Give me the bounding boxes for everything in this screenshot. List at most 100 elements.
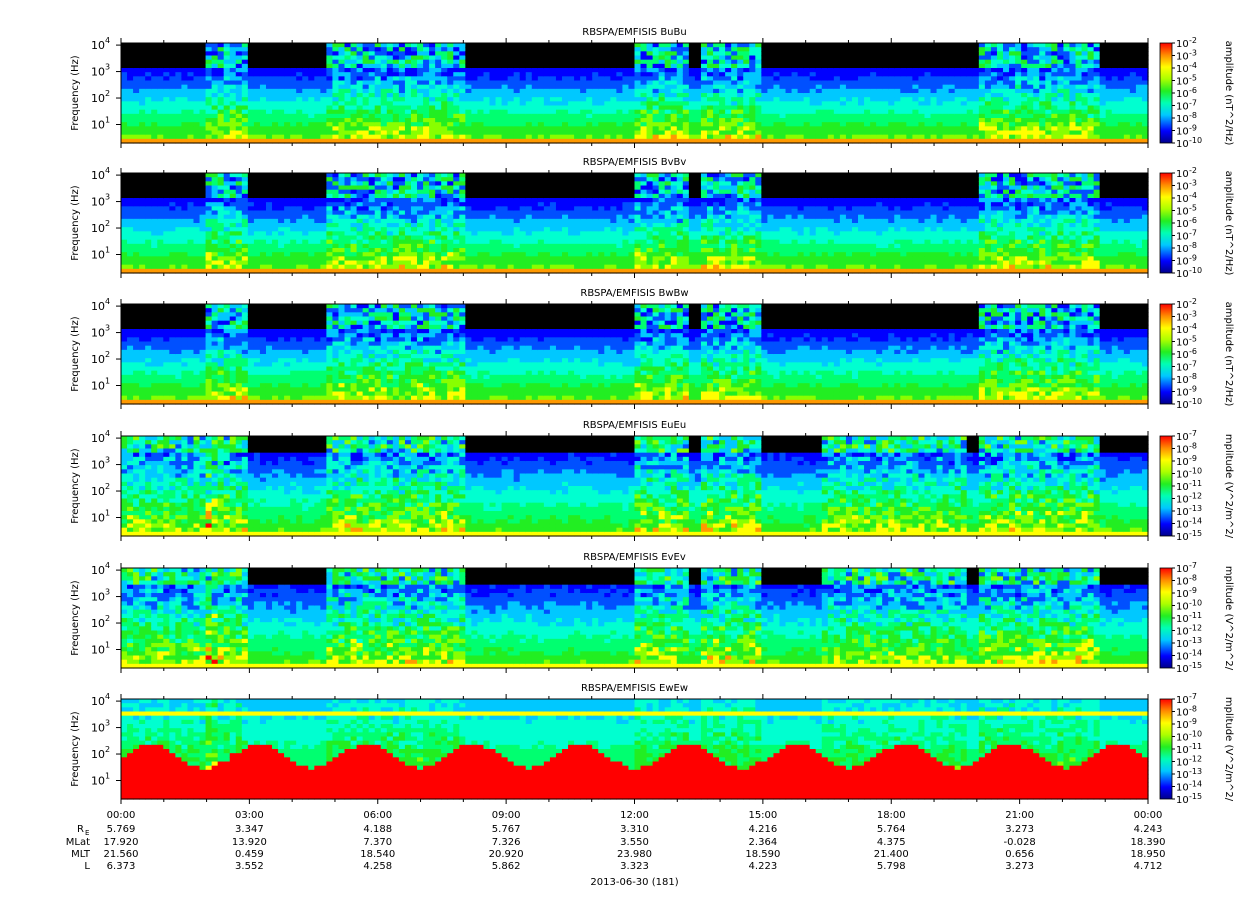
ephemeris-value: 18.590 — [745, 849, 780, 860]
ephemeris-value: 4.223 — [749, 861, 778, 872]
spectrogram-image — [121, 436, 1149, 537]
ephemeris-value: 21.400 — [874, 849, 909, 860]
colorbar-tick-label: 10 — [1176, 639, 1189, 650]
y-tick-label: 10 — [91, 432, 105, 445]
ephemeris-value: 3.550 — [620, 837, 649, 848]
ephemeris-value: 18.390 — [1131, 837, 1166, 848]
x-tick-label: 15:00 — [748, 810, 777, 821]
ephemeris-value: 5.862 — [492, 861, 521, 872]
colorbar-tick-exponent: -11 — [1189, 742, 1202, 751]
y-tick-exponent: 2 — [105, 745, 110, 754]
colorbar-tick-label: 10 — [1176, 219, 1189, 230]
colorbar-tick-label: 10 — [1176, 445, 1189, 456]
y-tick-label: 10 — [91, 695, 105, 708]
x-tick-label: 00:00 — [107, 810, 136, 821]
x-tick-label: 12:00 — [620, 810, 649, 821]
colorbar-label: mplitude (V^2/m^2/ — [1223, 697, 1234, 802]
y-tick-label: 10 — [91, 485, 105, 498]
y-tick-exponent: 4 — [105, 36, 110, 45]
y-tick-label: 10 — [91, 66, 105, 79]
colorbar-tick-label: 10 — [1176, 64, 1189, 75]
colorbar-tick-label: 10 — [1176, 300, 1189, 311]
colorbar-tick-exponent: -15 — [1189, 792, 1202, 801]
colorbar-tick-exponent: -8 — [1189, 574, 1197, 583]
colorbar-tick-label: 10 — [1176, 733, 1189, 744]
colorbar-tick-exponent: -2 — [1189, 36, 1197, 45]
colorbar-tick-exponent: -5 — [1189, 74, 1197, 83]
colorbar-tick-label: 10 — [1176, 457, 1189, 468]
colorbar-tick-exponent: -12 — [1189, 755, 1202, 764]
y-tick-label: 10 — [91, 722, 105, 735]
colorbar-tick-exponent: -9 — [1189, 454, 1197, 463]
colorbar-tick-label: 10 — [1176, 602, 1189, 613]
y-tick-exponent: 1 — [105, 640, 110, 649]
colorbar-tick-label: 10 — [1176, 627, 1189, 638]
ephemeris-value: 3.273 — [1005, 824, 1034, 835]
ephemeris-value: 3.552 — [235, 861, 264, 872]
date-label: 2013-06-30 (181) — [590, 877, 678, 888]
colorbar-tick-label: 10 — [1176, 708, 1189, 719]
colorbar-tick-label: 10 — [1176, 758, 1189, 769]
y-tick-exponent: 3 — [105, 719, 110, 728]
colorbar-tick-exponent: -9 — [1189, 124, 1197, 133]
y-tick-exponent: 3 — [105, 456, 110, 465]
y-tick-label: 10 — [91, 196, 105, 209]
colorbar-tick-exponent: -7 — [1189, 561, 1197, 570]
colorbar-tick-exponent: -8 — [1189, 442, 1197, 451]
ephemeris-row-subscript: E — [85, 829, 89, 837]
y-axis-label: Frequency (Hz) — [70, 185, 81, 261]
ephemeris-value: 21.560 — [104, 849, 139, 860]
y-tick-exponent: 4 — [105, 692, 110, 701]
panel-title: RBSPA/EMFISIS EwEw — [581, 683, 688, 694]
y-tick-label: 10 — [91, 774, 105, 787]
ephemeris-value: 3.347 — [235, 824, 264, 835]
colorbar-tick-exponent: -10 — [1189, 599, 1202, 608]
colorbar-tick-exponent: -15 — [1189, 661, 1202, 670]
colorbar-tick-exponent: -2 — [1189, 166, 1197, 175]
y-tick-label: 10 — [91, 248, 105, 261]
ephemeris-value: 2.364 — [749, 837, 778, 848]
y-axis-label: Frequency (Hz) — [70, 580, 81, 656]
x-tick-label: 09:00 — [492, 810, 521, 821]
y-tick-label: 10 — [91, 591, 105, 604]
colorbar-tick-label: 10 — [1176, 795, 1189, 806]
colorbar: 10-210-310-410-510-610-710-810-910-10 amp… — [1159, 297, 1234, 411]
colorbar-tick-label: 10 — [1176, 169, 1189, 180]
y-tick-exponent: 1 — [105, 771, 110, 780]
ephemeris-value: -0.028 — [1004, 837, 1036, 848]
y-tick-exponent: 2 — [105, 89, 110, 98]
colorbar-tick-exponent: -3 — [1189, 49, 1197, 58]
spectrogram-image — [121, 43, 1149, 144]
ephemeris-value: 4.258 — [363, 861, 392, 872]
colorbar-label: amplitude (nT^2/Hz) — [1223, 41, 1234, 146]
ephemeris-value: 5.798 — [877, 861, 906, 872]
ephemeris-value: 0.459 — [235, 849, 264, 860]
colorbar-tick-exponent: -9 — [1189, 385, 1197, 394]
colorbar-tick-label: 10 — [1176, 400, 1189, 411]
y-tick-exponent: 2 — [105, 614, 110, 623]
y-tick-exponent: 1 — [105, 245, 110, 254]
panel-title: RBSPA/EMFISIS EvEv — [583, 552, 686, 563]
colorbar-tick-exponent: -4 — [1189, 191, 1197, 200]
colorbar-tick-exponent: -9 — [1189, 586, 1197, 595]
colorbar-tick-exponent: -14 — [1189, 649, 1202, 658]
colorbar-tick-label: 10 — [1176, 664, 1189, 675]
y-tick-label: 10 — [91, 511, 105, 524]
ephemeris-value: 6.373 — [107, 861, 136, 872]
colorbar-tick-label: 10 — [1176, 470, 1189, 481]
spectrogram-image — [121, 304, 1149, 405]
colorbar-tick-label: 10 — [1176, 745, 1189, 756]
colorbar-tick-label: 10 — [1176, 257, 1189, 268]
colorbar-tick-label: 10 — [1176, 783, 1189, 794]
y-tick-label: 10 — [91, 327, 105, 340]
ephemeris-value: 4.375 — [877, 837, 906, 848]
colorbar-tick-exponent: -7 — [1189, 429, 1197, 438]
x-tick-label: 18:00 — [877, 810, 906, 821]
colorbar-tick-label: 10 — [1176, 577, 1189, 588]
y-tick-label: 10 — [91, 118, 105, 131]
colorbar-tick-exponent: -13 — [1189, 636, 1202, 645]
colorbar-tick-exponent: -10 — [1189, 730, 1202, 739]
colorbar-tick-exponent: -10 — [1189, 136, 1202, 145]
